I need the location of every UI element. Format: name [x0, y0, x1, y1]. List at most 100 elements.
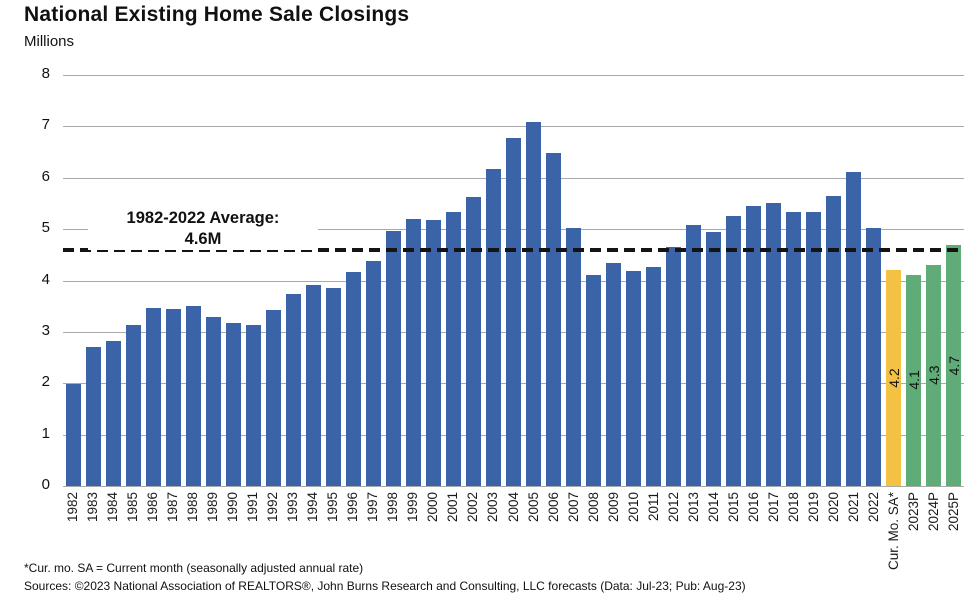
x-axis-label-2002: 2002: [465, 492, 481, 523]
y-axis-units-label: Millions: [24, 33, 75, 50]
y-axis-label-6: 6: [41, 167, 50, 185]
x-axis-label-2010: 2010: [625, 492, 641, 523]
bar-2025p: [946, 244, 962, 486]
bar-2020: [826, 196, 842, 486]
bar-1989: [205, 316, 221, 486]
bar-value-label-2025p: 4.7: [945, 355, 962, 375]
x-axis-label-1983: 1983: [85, 492, 101, 523]
x-axis-label-1999: 1999: [405, 492, 421, 523]
bar-2003: [485, 168, 501, 486]
bar-2024p: [926, 265, 942, 486]
bar-2001: [445, 212, 461, 486]
bar-2000: [425, 220, 441, 486]
bar-1986: [145, 307, 161, 486]
x-axis-label-1995: 1995: [325, 492, 341, 523]
bar-1999: [405, 219, 421, 486]
bar-2002: [465, 196, 481, 486]
x-axis-label-2009: 2009: [605, 492, 621, 523]
bar-1983: [85, 347, 101, 486]
x-axis-label-2016: 2016: [745, 492, 761, 523]
bar-2005: [526, 122, 542, 486]
x-axis-label-2001: 2001: [445, 492, 461, 523]
x-axis-label-1984: 1984: [105, 492, 121, 523]
x-axis-label-2005: 2005: [525, 492, 541, 523]
bar-2010: [626, 270, 642, 486]
bar-1984: [105, 340, 121, 486]
x-axis-label-2024p: 2024P: [925, 492, 941, 532]
bar-2015: [726, 216, 742, 486]
y-axis-label-1: 1: [41, 424, 50, 442]
bar-2013: [686, 224, 702, 486]
y-axis-label-5: 5: [41, 219, 50, 237]
y-axis-label-4: 4: [41, 270, 50, 288]
x-axis-label-1994: 1994: [305, 492, 321, 523]
y-axis-label-3: 3: [41, 321, 50, 339]
bar-2006: [546, 153, 562, 486]
bar-1990: [225, 322, 241, 486]
bar-2008: [586, 274, 602, 486]
y-axis-label-0: 0: [41, 476, 50, 493]
footnote-sources: Sources: ©2023 National Association of R…: [24, 579, 746, 593]
x-axis-label-1998: 1998: [385, 492, 401, 523]
bar-1995: [325, 288, 341, 486]
x-axis-label-2022: 2022: [865, 492, 881, 523]
x-axis-label-1996: 1996: [345, 492, 361, 523]
bar-2017: [766, 202, 782, 486]
x-axis-label-2023p: 2023P: [905, 492, 921, 532]
chart-title: National Existing Home Sale Closings: [24, 3, 410, 26]
x-axis-label-2021: 2021: [845, 492, 861, 523]
x-axis-label-2008: 2008: [585, 492, 601, 523]
gridline-y8: [63, 75, 964, 76]
bar-value-label-2024p: 4.3: [925, 365, 942, 386]
bar-1992: [265, 309, 281, 486]
x-axis-label-2012: 2012: [665, 492, 681, 523]
bar-1987: [165, 309, 181, 486]
x-axis-label-2019: 2019: [805, 492, 821, 523]
x-axis-label-2015: 2015: [725, 492, 741, 523]
bar-2019: [806, 211, 822, 486]
x-axis-label-2006: 2006: [545, 492, 561, 523]
bar-2014: [706, 232, 722, 486]
bar-1997: [365, 261, 381, 486]
y-axis-label-7: 7: [41, 116, 50, 134]
bar-2007: [566, 227, 582, 486]
bar-cur-mo-sa: [886, 270, 902, 486]
x-axis-label-2007: 2007: [565, 492, 581, 523]
y-axis-label-2: 2: [41, 373, 50, 391]
average-line-annotation-line2: 4.6M: [184, 230, 222, 248]
x-axis-label-1993: 1993: [285, 492, 301, 523]
bar-2012: [666, 246, 682, 486]
x-axis-label-2014: 2014: [705, 492, 721, 523]
x-axis-label-2025p: 2025P: [945, 492, 961, 532]
bar-2022: [866, 227, 882, 486]
x-axis-label-1991: 1991: [245, 492, 261, 523]
bar-1988: [185, 305, 201, 486]
x-axis-label-2004: 2004: [505, 492, 521, 523]
bar-value-label-cur-mo-sa: 4.2: [885, 368, 902, 388]
x-axis-label-1997: 1997: [365, 492, 381, 523]
x-axis-label-1989: 1989: [205, 492, 221, 523]
bar-1991: [245, 324, 261, 486]
y-axis-label-8: 8: [41, 65, 50, 82]
x-axis-label-2000: 2000: [425, 492, 441, 523]
x-axis-label-2017: 2017: [765, 492, 781, 523]
x-axis-label-2003: 2003: [485, 492, 501, 523]
bar-1985: [125, 325, 141, 486]
x-axis-label-1982: 1982: [65, 492, 80, 523]
bar-1993: [285, 294, 301, 486]
x-axis-label-1986: 1986: [145, 492, 161, 523]
x-axis-label-1988: 1988: [185, 492, 201, 523]
bar-2011: [646, 267, 662, 486]
gridline-y0: [63, 486, 964, 487]
x-axis-label-1987: 1987: [165, 492, 181, 523]
bar-1982: [65, 383, 81, 486]
bar-2016: [746, 206, 762, 486]
bar-1996: [345, 271, 361, 486]
x-axis-label-1985: 1985: [125, 492, 141, 523]
x-axis-label-2011: 2011: [645, 492, 661, 522]
x-axis-label-2018: 2018: [785, 492, 801, 523]
average-line-annotation-line1: 1982-2022 Average:: [126, 209, 280, 227]
bar-1998: [385, 230, 401, 486]
